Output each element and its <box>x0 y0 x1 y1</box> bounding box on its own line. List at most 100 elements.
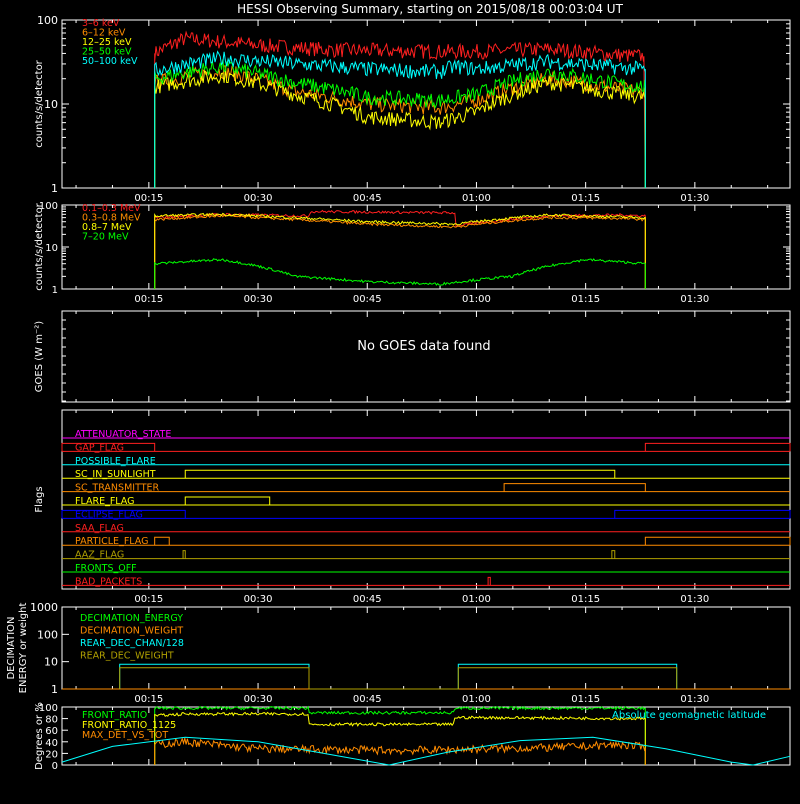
legend-entry: 7–20 MeV <box>82 232 129 243</box>
flag-label: SC_TRANSMITTER <box>75 483 160 494</box>
legend-entry: MAX_DET_VS_TOT <box>82 730 168 741</box>
x-tick-label: 01:00 <box>462 694 491 705</box>
x-tick-label: 00:30 <box>244 594 273 605</box>
y-tick-label: 80 <box>45 715 58 726</box>
x-tick-label: 01:15 <box>571 594 600 605</box>
x-tick-label: 00:45 <box>353 294 382 305</box>
legend-entry: FRONT_RATIO <box>82 710 147 721</box>
x-tick-label: 00:15 <box>134 694 163 705</box>
flag-label: ATTENUATOR_STATE <box>75 429 171 440</box>
series-line <box>154 59 646 188</box>
legend-entry: DECIMATION_WEIGHT <box>80 626 183 637</box>
flag-label: PARTICLE_FLAG <box>75 536 148 547</box>
panel-lightcurves_high: 00:15 00:30 00:45 01:00 01:15 01:30 1 10 100coun… <box>34 201 791 305</box>
y-tick-label: 40 <box>45 738 58 749</box>
flag-label: SC_IN_SUNLIGHT <box>75 469 156 480</box>
x-tick-label: 01:15 <box>571 193 600 204</box>
x-tick-label: 00:30 <box>244 193 273 204</box>
flag-segment <box>61 509 186 519</box>
flag-segment <box>182 550 186 559</box>
series-line <box>154 737 646 765</box>
y-tick-label: 60 <box>45 726 58 737</box>
flag-segment <box>644 442 791 452</box>
flag-label: SAA_FLAG <box>75 523 124 534</box>
legend-entry: FRONT_RATIO_1125 <box>82 720 176 731</box>
y-tick-label: 100 <box>37 14 58 27</box>
y-axis-label: DECIMATION <box>6 616 17 679</box>
y-tick-label: 1 <box>51 182 58 195</box>
series-line <box>154 212 646 289</box>
flag-segment <box>61 442 156 452</box>
series-line <box>154 258 646 289</box>
legend-entry: 0.3–0.8 MeV <box>82 213 141 224</box>
series-line <box>154 50 646 188</box>
series-line <box>119 667 678 690</box>
x-tick-label: 00:30 <box>244 294 273 305</box>
series-line <box>154 65 646 188</box>
flag-label: POSSIBLE_FLARE <box>75 456 156 467</box>
x-tick-label: 00:45 <box>353 594 382 605</box>
flag-segment <box>611 550 616 559</box>
x-tick-label: 00:30 <box>244 694 273 705</box>
y-tick-label: 100 <box>39 703 58 714</box>
chart-title: HESSI Observing Summary, starting on 201… <box>237 2 623 16</box>
y-axis-label: ENERGY or weight <box>18 603 29 694</box>
y-axis-label: counts/s/detector <box>34 202 45 290</box>
legend-entry: 50–100 keV <box>82 56 138 67</box>
y-tick-label: 1 <box>52 285 58 296</box>
x-tick-label: 01:30 <box>680 594 709 605</box>
legend-entry: REAR_DEC_CHAN/128 <box>80 638 184 649</box>
x-tick-label: 00:15 <box>134 594 163 605</box>
y-tick-label: 100 <box>37 628 58 641</box>
legend-entry: 12–25 keV <box>82 37 132 48</box>
y-tick-label: 100 <box>39 201 58 212</box>
y-tick-label: 10 <box>44 98 58 111</box>
x-tick-label: 00:15 <box>134 294 163 305</box>
flag-label: GAP_FLAG <box>75 442 124 453</box>
legend-entry: 25–50 keV <box>82 47 132 58</box>
y-tick-label: 10 <box>44 656 58 669</box>
y-tick-label: 10 <box>45 243 58 254</box>
x-tick-label: 00:45 <box>353 193 382 204</box>
y-tick-label: 1 <box>51 683 58 696</box>
flag-label: FRONTS_OFF <box>75 563 137 574</box>
y-axis-label: GOES (W m⁻²) <box>34 321 45 392</box>
y-axis-label: counts/s/detector <box>34 59 45 147</box>
legend-entry: 0.1–0.3 MeV <box>82 203 141 214</box>
plot-frame <box>61 409 791 590</box>
y-axis-label: Degrees or % <box>34 702 45 770</box>
x-tick-label: 00:45 <box>353 694 382 705</box>
annotation-label: Absolute geomagnetic latitude <box>612 710 766 721</box>
flag-segment <box>184 469 616 479</box>
series-line <box>154 705 646 765</box>
legend-entry: 6–12 keV <box>82 28 126 39</box>
legend-entry: 0.8–7 MeV <box>82 222 132 233</box>
y-tick-label: 1000 <box>30 601 58 614</box>
flag-label: AAZ_FLAG <box>75 550 124 561</box>
x-tick-label: 01:15 <box>571 294 600 305</box>
series-line <box>154 209 646 289</box>
panel-goes: GOES (W m⁻²) No GOES data found <box>34 310 791 403</box>
series-line <box>154 711 646 765</box>
panel-decimation: 00:15 00:30 00:45 01:00 01:15 01:30 1 10 100 1000… <box>6 601 791 705</box>
y-axis-label: Flags <box>34 486 45 512</box>
panel-lightcurves_low: 00:15 00:30 00:45 01:00 01:15 01:30 1 10 100 coun… <box>34 14 791 204</box>
legend-entry: DECIMATION_ENERGY <box>80 613 183 624</box>
series-line <box>61 736 791 766</box>
flag-label: FLARE_FLAG <box>75 496 135 507</box>
flag-label: BAD_PACKETS <box>75 576 142 587</box>
x-tick-label: 01:30 <box>680 694 709 705</box>
x-tick-label: 01:30 <box>680 294 709 305</box>
x-tick-label: 01:00 <box>462 193 491 204</box>
legend-entry: 3–6 keV <box>82 18 120 29</box>
y-tick-label: 0 <box>52 761 58 772</box>
x-tick-label: 00:15 <box>134 193 163 204</box>
series-line <box>154 30 646 189</box>
x-tick-label: 01:00 <box>462 594 491 605</box>
x-tick-label: 01:15 <box>571 694 600 705</box>
y-tick-label: 20 <box>45 749 58 760</box>
flag-segment <box>644 536 791 546</box>
flag-segment <box>487 576 491 586</box>
